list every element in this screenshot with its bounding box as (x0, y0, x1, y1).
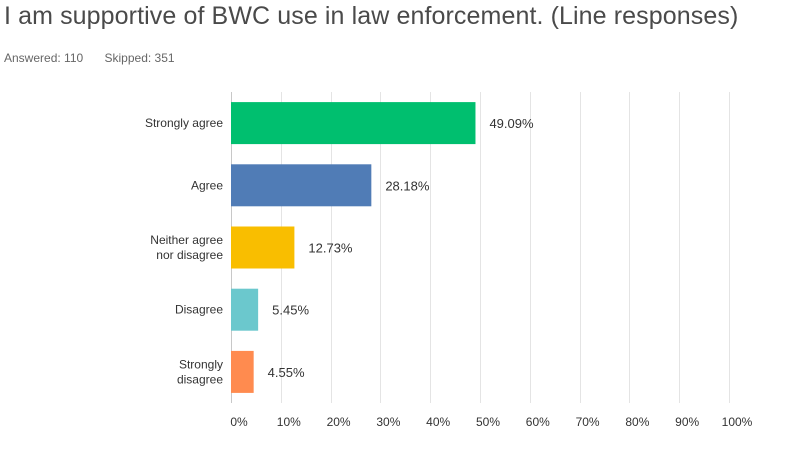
category-label-1: Agree (191, 178, 223, 192)
x-tick-label-100: 100% (722, 415, 753, 429)
category-label-line: Strongly (179, 357, 223, 371)
data-label-0: 49.09% (489, 116, 534, 131)
x-tick-label-30: 30% (376, 415, 400, 429)
x-tick-label-70: 70% (576, 415, 600, 429)
category-label-2: Neither agree nor disagree (150, 233, 223, 262)
bar-0 (231, 102, 476, 145)
bar-3 (231, 288, 259, 331)
category-label-line: Neither agree (150, 233, 223, 247)
x-tick-label-90: 90% (675, 415, 699, 429)
category-label-0: Strongly agree (145, 116, 223, 130)
data-label-2: 12.73% (308, 241, 353, 256)
x-tick-label-40: 40% (426, 415, 450, 429)
answered-count: Answered: 110 (4, 51, 84, 65)
category-label-3: Disagree (175, 303, 223, 317)
x-tick-label-0: 0% (230, 415, 248, 429)
bars (231, 102, 476, 393)
response-stats: Answered: 110 Skipped: 351 (4, 51, 175, 65)
skipped-count: Skipped: 351 (104, 51, 175, 65)
grid-lines (231, 92, 730, 403)
data-label-1: 28.18% (385, 178, 430, 193)
bar-4 (231, 350, 254, 393)
category-label-line: Disagree (175, 303, 223, 317)
category-label-4: Strongly disagree (177, 357, 223, 386)
x-tick-label-60: 60% (526, 415, 550, 429)
x-tick-label-80: 80% (625, 415, 649, 429)
x-tick-label-20: 20% (327, 415, 351, 429)
bar-2 (231, 226, 295, 269)
x-tick-label-50: 50% (476, 415, 500, 429)
category-label-line: Strongly agree (145, 116, 223, 130)
category-label-line: nor disagree (156, 248, 223, 262)
category-label-line: Agree (191, 178, 223, 192)
x-tick-label-10: 10% (277, 415, 301, 429)
page-title: I am supportive of BWC use in law enforc… (4, 2, 739, 30)
data-label-4: 4.55% (268, 365, 305, 380)
bar-1 (231, 164, 372, 207)
data-label-3: 5.45% (272, 303, 309, 318)
category-label-line: disagree (177, 372, 223, 386)
labels: 49.09% Strongly agree 28.18% Agree 12.73% Nei… (145, 116, 753, 429)
